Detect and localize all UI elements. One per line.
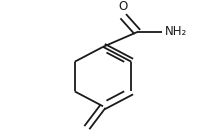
Text: NH₂: NH₂ (165, 25, 187, 38)
Text: O: O (119, 0, 128, 13)
